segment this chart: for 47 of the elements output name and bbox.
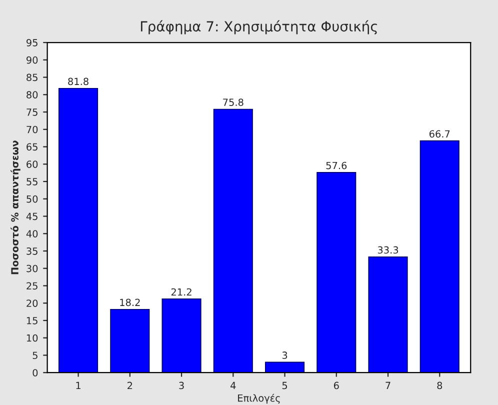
data-label: 75.8 [223,98,244,106]
y-tick-label: 25 [26,282,38,290]
bar [368,256,408,373]
y-tick-label: 20 [26,300,38,307]
data-label: 57.6 [326,162,347,170]
y-tick-label: 35 [26,247,38,255]
data-label: 18.2 [120,298,140,306]
y-tick-label: 70 [26,126,38,134]
x-tick-label: 8 [437,382,442,390]
y-tick-label: 45 [26,212,38,220]
bar [162,298,202,373]
y-tick-label: 5 [32,352,38,360]
y-tick-label: 15 [26,317,38,324]
x-tick-label: 3 [179,382,184,390]
y-tick-label: 40 [26,230,38,238]
bar [110,308,150,373]
x-tick-label: 7 [386,382,390,390]
bar [58,88,98,373]
x-tick-label: 1 [76,382,80,390]
y-tick-label: 0 [32,369,38,376]
data-label: 81.8 [68,78,88,86]
data-label: 21.2 [171,288,192,296]
y-tick-label: 75 [26,108,38,116]
chart-title: Γράφημα 7: Χρησιμότητα Φυσικής [140,20,377,34]
bar [420,140,460,373]
x-tick-label: 2 [128,382,132,390]
y-tick-label: 95 [26,39,38,46]
y-axis-title: Ποσοστό % απαντήσεων [10,140,20,274]
x-tick-label: 5 [282,382,288,390]
y-tick-label: 90 [26,56,38,64]
y-tick-label: 80 [26,91,38,98]
x-axis-title: Επιλογές [238,394,280,404]
bar [316,172,356,373]
bar [264,362,305,373]
data-label: 66.7 [429,130,450,138]
y-tick-label: 60 [26,160,38,168]
data-label: 33.3 [378,246,398,254]
bar [213,108,253,373]
y-tick-label: 85 [26,74,38,82]
y-tick-label: 50 [26,195,38,203]
x-tick-label: 4 [230,382,236,390]
y-tick-label: 55 [26,178,38,186]
data-label: 3 [282,352,288,359]
y-tick-label: 65 [26,143,38,151]
y-tick-label: 30 [26,264,38,272]
x-tick-label: 6 [334,382,339,390]
y-tick-label: 10 [26,334,38,342]
